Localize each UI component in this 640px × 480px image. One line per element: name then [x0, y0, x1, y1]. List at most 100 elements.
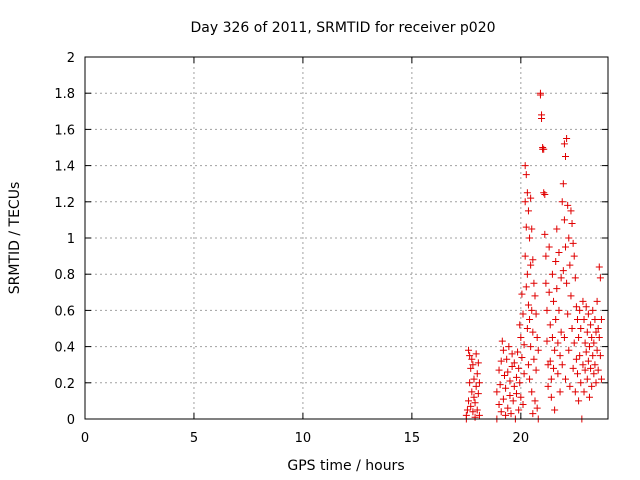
data-point [519, 310, 527, 318]
data-point [555, 306, 563, 314]
data-point [514, 348, 522, 356]
data-point [468, 388, 476, 396]
x-axis-label: GPS time / hours [287, 458, 404, 474]
data-point [495, 366, 503, 374]
data-point [563, 279, 571, 287]
data-point [547, 375, 555, 383]
y-tick-label: 1.6 [54, 123, 75, 138]
data-point [581, 366, 589, 374]
data-point [548, 334, 556, 342]
data-point [567, 292, 575, 300]
data-point [540, 145, 548, 153]
data-point [532, 310, 540, 318]
data-point [471, 399, 479, 407]
data-point [502, 411, 510, 419]
data-point [556, 388, 564, 396]
data-point [593, 346, 601, 354]
data-point [522, 223, 530, 231]
data-point [508, 363, 516, 371]
data-point [554, 370, 562, 378]
data-point [531, 397, 539, 405]
y-axis-label: SRMTID / TECUs [7, 182, 23, 295]
data-point [463, 406, 471, 414]
data-point [505, 343, 513, 351]
data-point [472, 350, 480, 358]
data-point [520, 341, 528, 349]
data-point [547, 393, 555, 401]
data-point [557, 274, 565, 282]
data-point [528, 306, 536, 314]
data-point [538, 115, 546, 123]
data-point [496, 381, 504, 389]
data-point [576, 306, 584, 314]
data-point [592, 379, 600, 387]
y-tick-label: 0.4 [54, 341, 75, 356]
data-point [540, 189, 548, 197]
data-point [572, 355, 580, 363]
data-point [521, 162, 529, 170]
data-point [527, 343, 535, 351]
data-point [516, 379, 524, 387]
data-point [522, 171, 530, 179]
data-point [533, 334, 541, 342]
data-point [517, 393, 525, 401]
data-point [576, 352, 584, 360]
data-point [577, 379, 585, 387]
data-point [573, 315, 581, 323]
data-point [582, 303, 590, 311]
data-point [546, 357, 554, 365]
data-point [536, 91, 544, 99]
x-tick-label: 15 [404, 431, 421, 446]
data-point [528, 225, 536, 233]
data-point [473, 406, 481, 414]
data-point [541, 191, 549, 199]
data-point [595, 334, 603, 342]
data-point [544, 361, 552, 369]
data-point [568, 325, 576, 332]
data-point [550, 297, 558, 305]
data-point [520, 370, 528, 378]
data-point [566, 382, 574, 390]
chart-title: Day 326 of 2011, SRMTID for receiver p02… [190, 20, 495, 36]
data-point [563, 134, 571, 142]
data-point [471, 413, 479, 421]
data-point [524, 207, 532, 215]
data-point [473, 370, 481, 378]
data-point [581, 339, 589, 347]
data-point [559, 180, 567, 188]
data-point [504, 368, 512, 376]
data-point [512, 390, 520, 398]
data-point [565, 346, 573, 354]
data-point [590, 339, 598, 347]
data-point [567, 207, 575, 215]
data-point [523, 270, 531, 278]
data-point [518, 290, 526, 298]
data-point [595, 263, 603, 271]
data-point [552, 258, 560, 266]
data-point [523, 325, 531, 332]
data-point [519, 401, 527, 409]
data-point [517, 334, 525, 342]
x-tick-label: 20 [513, 431, 530, 446]
data-point [565, 234, 573, 242]
data-point [472, 382, 480, 390]
data-point [527, 194, 535, 202]
data-point [593, 297, 601, 305]
y-tick-label: 1.8 [54, 87, 75, 102]
data-point [475, 379, 483, 387]
data-point [562, 153, 570, 161]
data-point [554, 339, 562, 347]
data-point [597, 375, 605, 383]
data-point [508, 350, 516, 358]
data-point [575, 334, 583, 342]
data-point [469, 408, 477, 416]
data-point [594, 325, 602, 332]
data-point [580, 388, 588, 396]
data-point [510, 382, 518, 390]
y-tick-label: 0.6 [54, 304, 75, 319]
data-point [524, 361, 532, 369]
data-point [562, 243, 570, 251]
data-point [530, 279, 538, 287]
data-point [596, 274, 604, 282]
data-point [466, 379, 474, 387]
